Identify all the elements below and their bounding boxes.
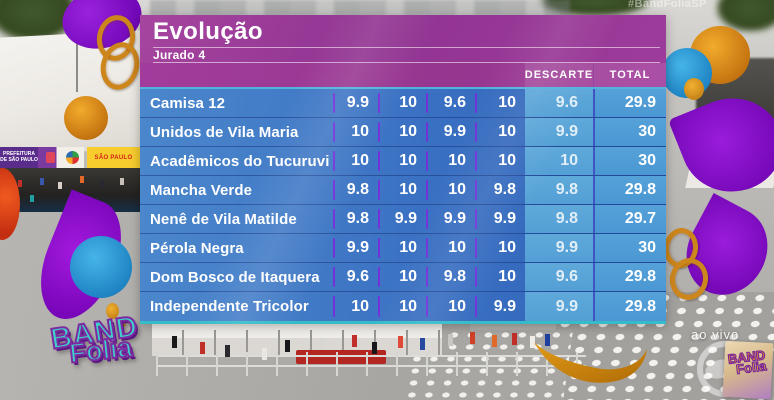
descarte-cell: 10 [525,147,593,175]
score-cell: 10 [378,234,426,262]
descarte-cell: 9.9 [525,118,593,146]
table-row: Camisa 12 9.9 10 9.6 10 9.6 29.9 [140,89,666,118]
score-cell: 10 [378,292,426,321]
total-cell: 30 [593,147,666,175]
score-cell: 9.9 [333,234,378,262]
school-name: Independente Tricolor [150,298,309,315]
total-cell: 29.8 [593,176,666,204]
gold-ornament [684,78,704,100]
score-cell: 9.6 [426,89,475,117]
orange-glitter-ball [64,96,108,140]
score-cell: 9.8 [426,263,475,291]
red-blob-decoration [0,168,20,240]
table-row: Unidos de Vila Maria 10 10 9.9 10 9.9 30 [140,118,666,147]
school-name: Nenê de Vila Matilde [150,210,297,228]
scoreboard: Evolução Jurado 4 DESCARTE TOTAL Camisa … [140,15,666,324]
table-row: Mancha Verde 9.8 10 10 9.8 9.8 29.8 [140,176,666,205]
score-cell: 10 [378,147,426,175]
flag-pole [76,40,78,92]
score-cell: 9.8 [475,176,525,204]
sao-paulo-banner: SÃO PAULO [87,147,140,168]
score-cell: 10 [333,118,378,146]
live-badge: ao vivo [691,327,740,342]
score-cell: 10 [426,234,475,262]
total-cell: 30 [593,234,666,262]
column-header-row: DESCARTE TOTAL [140,63,666,87]
score-cell: 9.6 [333,263,378,291]
descarte-cell: 9.6 [525,263,593,291]
score-cell: 10 [475,263,525,291]
score-cell: 9.8 [333,176,378,204]
school-name: Acadêmicos do Tucuruvi [150,152,330,170]
score-cell: 10 [333,292,378,321]
score-rows: Camisa 12 9.9 10 9.6 10 9.6 29.9 Unidos … [140,87,666,324]
column-header-spacer [140,63,525,87]
school-name: Dom Bosco de Itaquera [150,268,320,286]
score-cell: 10 [426,147,475,175]
table-row: Acadêmicos do Tucuruvi 10 10 10 10 10 30 [140,147,666,176]
prefeitura-banner: PREFEITURA DE SÃO PAULO [0,147,38,168]
score-cell: 9.9 [475,205,525,233]
score-cell: 10 [378,89,426,117]
metal-barrier [156,352,586,376]
score-cell: 10 [333,147,378,175]
score-cell: 10 [475,89,525,117]
score-cell: 10 [378,118,426,146]
descarte-cell: 9.8 [525,205,593,233]
descarte-cell: 9.8 [525,176,593,204]
band-folia-logo-folia-text: Folia [67,331,135,369]
total-cell: 29.9 [593,89,666,117]
gold-crescent-decoration [534,342,647,383]
school-name: Camisa 12 [150,94,226,112]
table-row: Dom Bosco de Itaquera 9.6 10 9.8 10 9.6 … [140,263,666,292]
score-cell: 9.9 [426,205,475,233]
column-header-descarte: DESCARTE [525,63,593,87]
music-note-icon [46,152,55,163]
school-name: Mancha Verde [150,181,253,199]
table-row: Nenê de Vila Matilde 9.8 9.9 9.9 9.9 9.8… [140,205,666,234]
carnival-art-icon [66,151,79,164]
score-cell: 10 [426,292,475,321]
score-cell: 9.9 [426,118,475,146]
descarte-cell: 9.9 [525,234,593,262]
divider [153,47,660,48]
total-cell: 30 [593,118,666,146]
scoreboard-header: Evolução Jurado 4 [140,15,666,63]
divider [153,62,660,63]
column-header-total: TOTAL [593,63,666,87]
school-name: Unidos de Vila Maria [150,123,299,141]
band-folia-logo: BAND Folia [48,309,142,369]
band-folia-corner-logo: BAND Folia [722,340,774,400]
score-cell: 10 [378,176,426,204]
crowd-in-stands [0,0,4,7]
score-cell: 9.9 [378,205,426,233]
gold-ornament [106,303,119,319]
hashtag-watermark: #BandFoliaSP [628,0,707,10]
total-cell: 29.7 [593,205,666,233]
score-cell: 9.8 [333,205,378,233]
score-cell: 10 [378,263,426,291]
corner-logo-folia-text: Folia [735,358,768,378]
page-title: Evolução [153,18,263,45]
score-cell: 10 [475,147,525,175]
descarte-cell: 9.9 [525,292,593,321]
score-cell: 9.9 [475,292,525,321]
gold-ornament [117,318,126,328]
descarte-cell: 9.6 [525,89,593,117]
school-name: Pérola Negra [150,239,244,257]
score-cell: 10 [475,118,525,146]
total-cell: 29.8 [593,292,666,321]
table-row: Independente Tricolor 10 10 10 9.9 9.9 2… [140,292,666,321]
city-skyline [150,0,570,16]
score-cell: 10 [426,176,475,204]
score-cell: 10 [475,234,525,262]
blue-glitter-ball [70,236,132,298]
score-cell: 9.9 [333,89,378,117]
judge-label: Jurado 4 [153,48,206,62]
table-row: Pérola Negra 9.9 10 10 10 9.9 30 [140,234,666,263]
total-cell: 29.8 [593,263,666,291]
